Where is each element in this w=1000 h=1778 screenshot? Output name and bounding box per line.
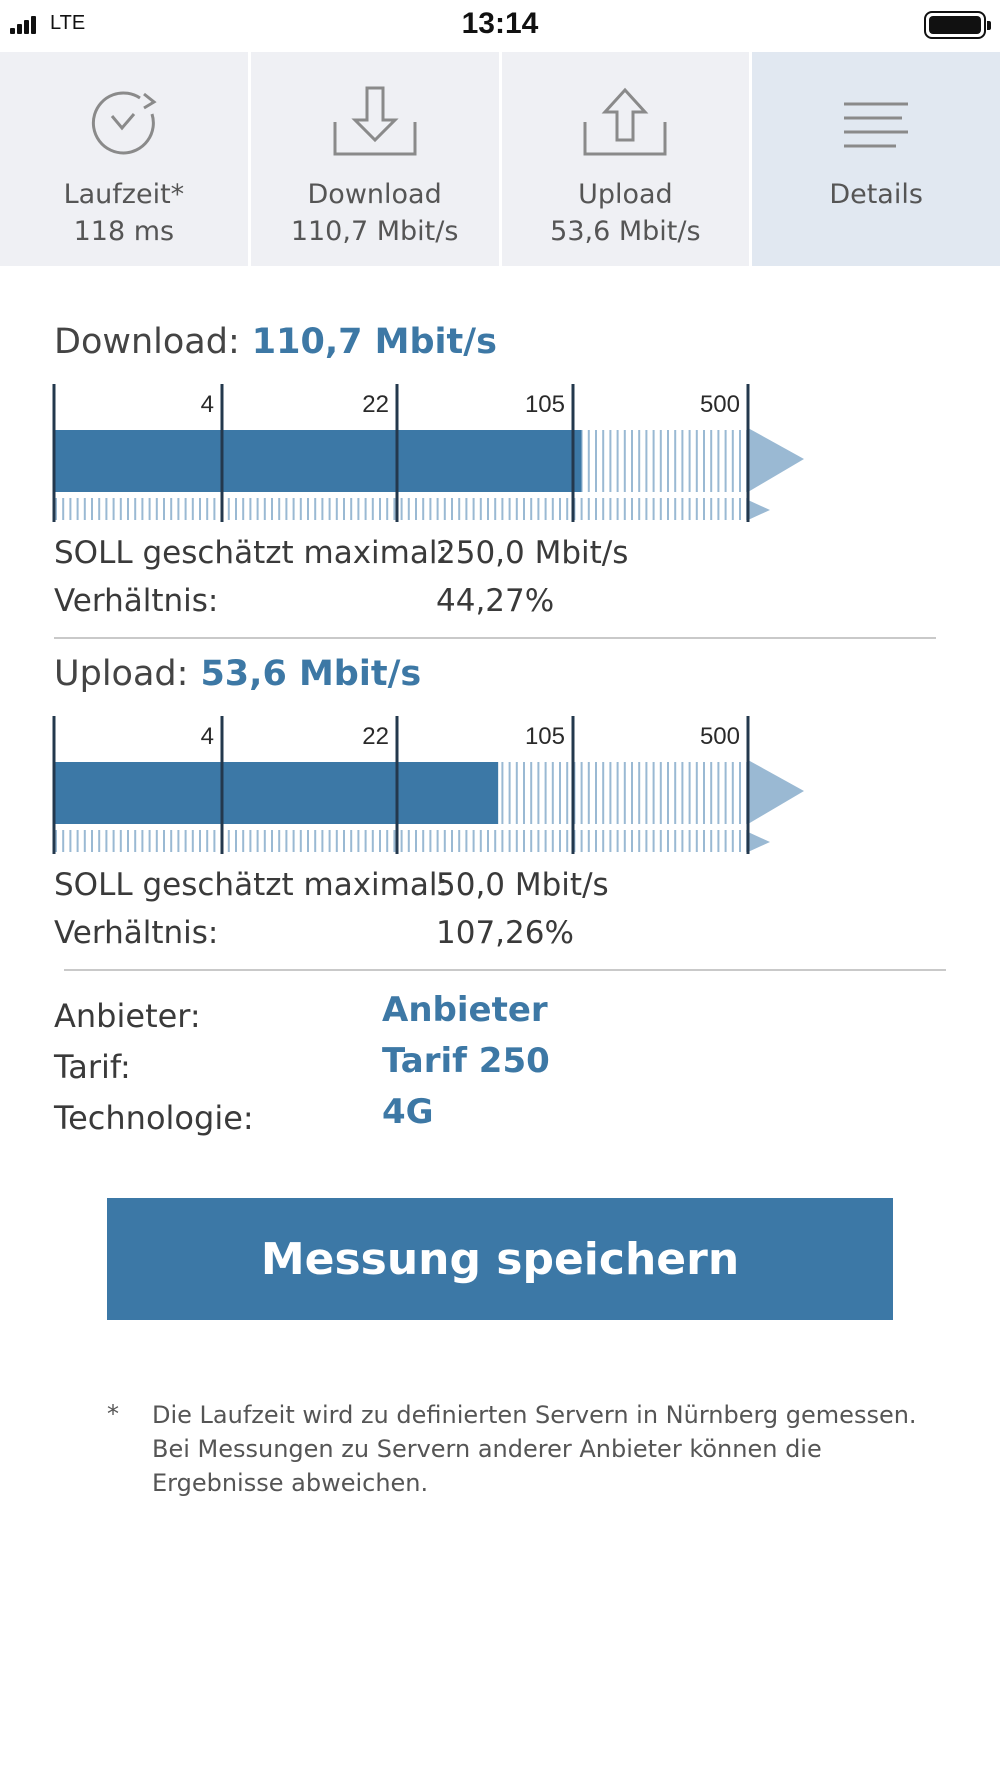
download-value: 110,7 Mbit/s — [251, 322, 497, 362]
info-label-technology: Technologie: — [54, 1099, 254, 1137]
tab-latency[interactable]: Laufzeit* 118 ms — [0, 52, 251, 266]
ratio-value: 107,26% — [436, 915, 574, 951]
details-lines-icon — [844, 102, 909, 148]
upload-value: 53,6 Mbit/s — [200, 654, 422, 694]
scale-arrow — [748, 428, 804, 492]
tab-details[interactable]: Details — [752, 52, 1000, 266]
ratio-label: Verhältnis: — [54, 583, 219, 619]
soll-label: SOLL geschätzt maximal: — [54, 535, 448, 571]
upload-ratio-row: Verhältnis: 107,26% — [54, 915, 574, 951]
tab-value: 118 ms — [73, 216, 175, 247]
scale-tick-label: 500 — [700, 723, 740, 750]
scale-arrow — [748, 500, 770, 520]
download-soll-row: SOLL geschätzt maximal: 250,0 Mbit/s — [54, 535, 628, 571]
soll-label: SOLL geschätzt maximal: — [54, 867, 448, 903]
info-value-tariff: Tarif 250 — [382, 1041, 550, 1081]
tab-label: Upload — [578, 179, 673, 210]
signal-strength-icon — [10, 16, 40, 34]
tab-value: 110,7 Mbit/s — [290, 216, 459, 247]
tab-label: Laufzeit* — [63, 179, 185, 210]
battery-icon — [924, 11, 991, 39]
info-value-provider: Anbieter — [382, 990, 548, 1030]
scale-tick-label: 4 — [201, 723, 214, 750]
info-label-tariff: Tarif: — [54, 1048, 131, 1086]
ratio-label: Verhältnis: — [54, 915, 219, 951]
scale-tick-label: 105 — [525, 723, 565, 750]
tab-download[interactable]: Download 110,7 Mbit/s — [251, 52, 502, 266]
status-bar: LTE 13:14 — [0, 0, 1000, 52]
soll-value: 50,0 Mbit/s — [436, 867, 609, 903]
upload-label: Upload: — [54, 654, 189, 694]
tab-label: Download — [307, 179, 442, 210]
status-time: 13:14 — [461, 7, 539, 40]
scale-tick-label: 22 — [362, 391, 389, 418]
download-icon — [333, 86, 417, 156]
ratio-value: 44,27% — [436, 583, 555, 619]
carrier-label: LTE — [50, 12, 86, 34]
download-ratio-row: Verhältnis: 44,27% — [54, 583, 554, 619]
scale-tick-label: 105 — [525, 391, 565, 418]
info-label-provider: Anbieter: — [54, 997, 201, 1035]
speed-bar-fill — [54, 430, 582, 492]
upload-heading: Upload: 53,6 Mbit/s — [54, 654, 421, 694]
tab-upload[interactable]: Upload 53,6 Mbit/s — [502, 52, 753, 266]
tab-label: Details — [829, 179, 923, 210]
download-speed-scale: 4 22 105 500 — [52, 384, 804, 522]
footnote-marker: * — [107, 1400, 119, 1428]
footnote-text: Die Laufzeit wird zu definierten Servern… — [152, 1401, 917, 1497]
download-heading: Download: 110,7 Mbit/s — [54, 322, 497, 362]
soll-value: 250,0 Mbit/s — [436, 535, 629, 571]
divider — [54, 637, 936, 639]
scale-arrow — [748, 760, 804, 824]
upload-speed-scale: 4 22 105 500 — [52, 716, 804, 854]
upload-icon — [583, 87, 667, 156]
scale-tick-label: 22 — [362, 723, 389, 750]
upload-soll-row: SOLL geschätzt maximal: 50,0 Mbit/s — [54, 867, 609, 903]
save-measurement-button[interactable]: Messung speichern — [107, 1198, 893, 1320]
scale-arrow — [748, 832, 770, 852]
scale-tick-label: 4 — [201, 391, 214, 418]
divider — [64, 969, 946, 971]
latency-clock-icon — [91, 91, 157, 155]
info-value-technology: 4G — [382, 1092, 434, 1132]
tab-value: 53,6 Mbit/s — [550, 216, 701, 247]
scale-tick-label: 500 — [700, 391, 740, 418]
download-label: Download: — [54, 322, 240, 362]
speed-bar-fill — [54, 762, 499, 824]
result-tabs: Laufzeit* 118 ms Download 110,7 Mbit/s U… — [0, 52, 1000, 266]
